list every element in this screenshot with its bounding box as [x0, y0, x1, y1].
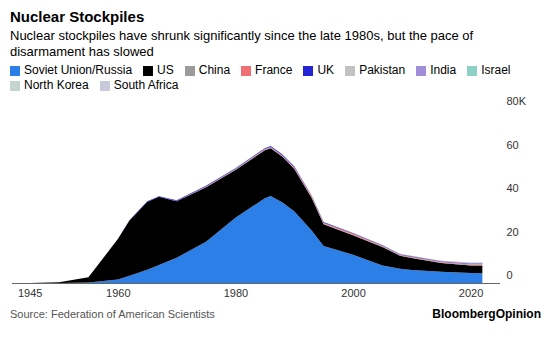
svg-text:2000: 2000	[341, 287, 365, 299]
svg-text:40: 40	[507, 182, 519, 194]
html-text:Nuclear Stockpiles: Nuclear Stockpiles	[10, 8, 145, 25]
html-text:Nuclear stockpiles have shrunk: Nuclear stockpiles have shrunk significa…	[10, 28, 474, 59]
html-text:BloombergOpinion: BloombergOpinion	[432, 307, 541, 321]
html-text:China: China	[198, 63, 231, 77]
html-text:Pakistan: Pakistan	[359, 63, 406, 77]
svg-text:1960: 1960	[106, 287, 130, 299]
svg-text:2020: 2020	[459, 287, 483, 299]
svg-text:60: 60	[507, 139, 519, 151]
html-text:France: France	[255, 63, 293, 77]
html-text:US: US	[157, 63, 174, 77]
html-text:Soviet Union/Russia: Soviet Union/Russia	[24, 63, 133, 77]
svg-text:1945: 1945	[18, 287, 42, 299]
svg-text:20: 20	[507, 226, 519, 238]
svg-text:1980: 1980	[224, 287, 248, 299]
svg-text:0: 0	[507, 269, 513, 281]
html-text:Source: Federation of American: Source: Federation of American Scientist…	[10, 308, 215, 320]
html-text:Israel: Israel	[481, 63, 511, 77]
html-text:North Korea: North Korea	[24, 78, 89, 92]
html-text:India: India	[430, 63, 457, 77]
html-text:UK: UK	[317, 63, 335, 77]
html-text:South Africa: South Africa	[113, 78, 179, 92]
svg-text:80K: 80K	[507, 95, 527, 107]
